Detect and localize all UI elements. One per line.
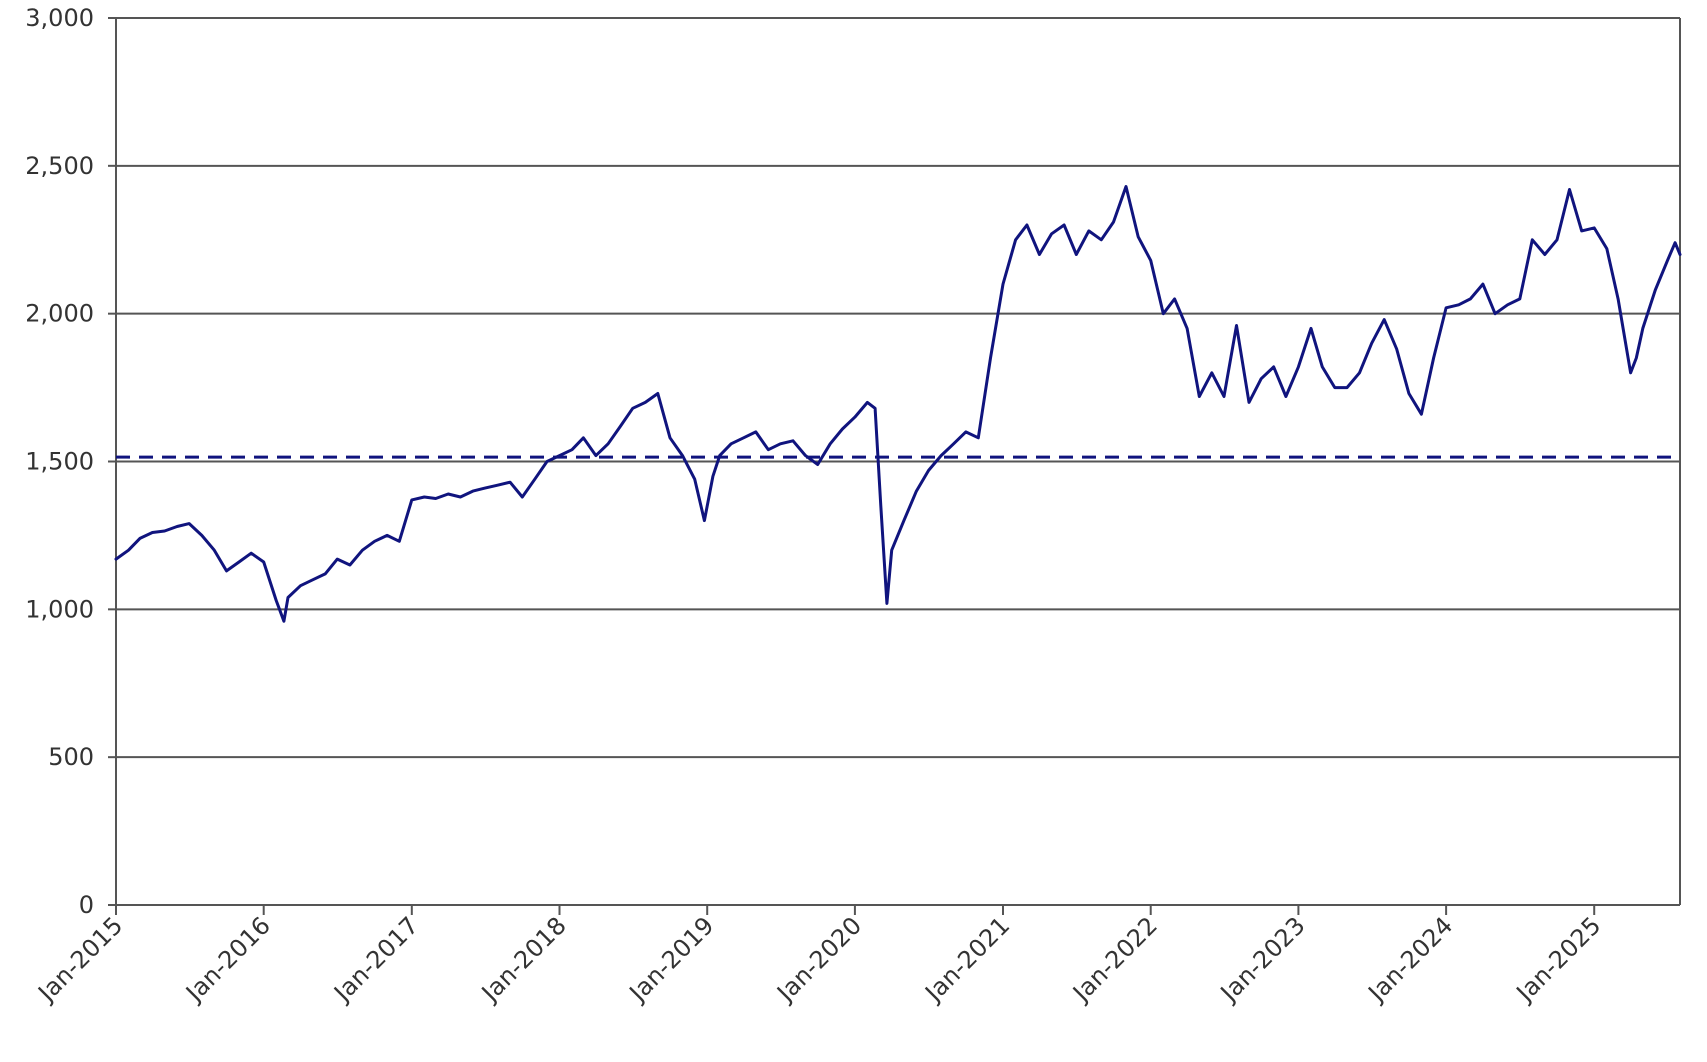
gridlines [116, 17, 1680, 759]
axes [108, 17, 1681, 915]
y-tick-label: 1,500 [25, 448, 94, 476]
y-tick-label: 2,000 [25, 300, 94, 328]
y-tick-label: 1,000 [25, 595, 94, 623]
y-tick-label: 500 [48, 743, 94, 771]
y-tick-label: 2,500 [25, 152, 94, 180]
x-tick-label: Jan-2024 [1362, 911, 1459, 1008]
x-tick-label: Jan-2018 [475, 911, 572, 1008]
y-tick-label: 3,000 [25, 4, 94, 32]
x-tick-label: Jan-2015 [32, 911, 129, 1008]
x-tick-label: Jan-2023 [1214, 911, 1311, 1008]
x-tick-label: Jan-2016 [179, 911, 276, 1008]
x-tick-label: Jan-2020 [770, 911, 867, 1008]
x-tick-label: Jan-2021 [919, 911, 1016, 1008]
x-tick-label: Jan-2017 [327, 911, 424, 1008]
y-tick-labels: 0 500 1,000 1,500 2,000 2,500 3,000 [25, 4, 94, 919]
y-tick-label: 0 [79, 891, 94, 919]
x-tick-labels: Jan-2015 Jan-2016 Jan-2017 Jan-2018 Jan-2019… [32, 911, 1607, 1008]
x-tick-label: Jan-2022 [1066, 911, 1163, 1008]
x-tick-label: Jan-2025 [1510, 911, 1607, 1008]
series-line [114, 185, 1682, 623]
series [114, 185, 1682, 623]
x-tick-label: Jan-2019 [623, 911, 720, 1008]
